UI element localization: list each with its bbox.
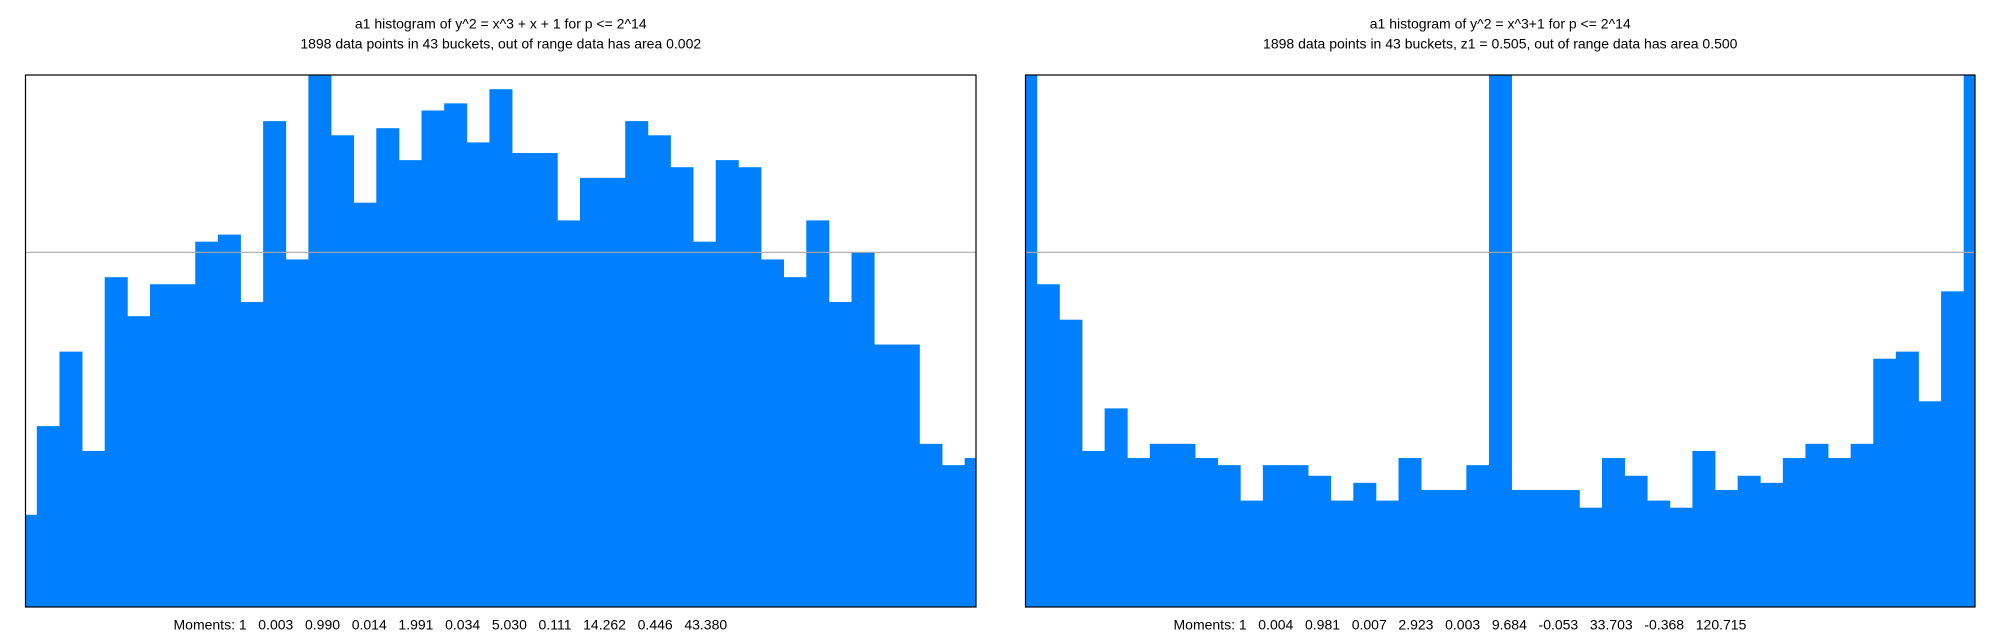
- bar: [1715, 489, 1739, 607]
- bar: [761, 259, 785, 607]
- bar: [127, 316, 151, 607]
- bar: [1025, 75, 1038, 607]
- bar: [534, 153, 558, 607]
- bar: [1828, 458, 1852, 607]
- bar: [1127, 458, 1151, 607]
- bar: [1421, 489, 1445, 607]
- bar: [421, 110, 445, 607]
- bar: [625, 121, 649, 608]
- bar: [195, 241, 219, 607]
- bar: [1737, 475, 1761, 607]
- bar: [1375, 500, 1399, 607]
- bar: [1285, 465, 1309, 607]
- bar: [263, 121, 287, 608]
- bar: [172, 284, 196, 607]
- chart-title: a1 histogram of y^2 = x^3 + x + 1 for p …: [355, 16, 647, 32]
- bar: [579, 177, 603, 607]
- bar: [964, 458, 977, 607]
- bar: [1647, 500, 1671, 607]
- bar: [398, 160, 422, 607]
- bar: [1217, 465, 1241, 607]
- moments: Moments: 1 0.004 0.981 0.007 2.923 0.003…: [1174, 617, 1747, 633]
- bar: [1466, 465, 1490, 607]
- bar: [896, 344, 920, 607]
- bar: [1511, 489, 1535, 607]
- bar: [1782, 458, 1806, 607]
- bar: [1556, 489, 1580, 607]
- bar: [1963, 75, 1976, 607]
- bar: [1308, 475, 1332, 607]
- bar: [1443, 489, 1467, 607]
- bar: [149, 284, 174, 607]
- bar: [285, 259, 309, 607]
- bar: [1398, 458, 1422, 607]
- bar: [36, 426, 60, 607]
- bar: [693, 241, 717, 607]
- plot-frame: [24, 74, 977, 608]
- bar: [874, 344, 898, 607]
- bar: [444, 103, 468, 607]
- bar: [104, 277, 128, 607]
- bar: [783, 277, 807, 607]
- chart-title: a1 histogram of y^2 = x^3+1 for p <= 2^1…: [1370, 16, 1631, 32]
- plot-frame: [1024, 74, 1976, 608]
- chart-subtitle: 1898 data points in 43 buckets, z1 = 0.5…: [1263, 36, 1738, 52]
- bar: [1104, 408, 1128, 607]
- bar: [376, 128, 400, 607]
- moments: Moments: 1 0.003 0.990 0.014 1.991 0.034…: [174, 617, 728, 633]
- bar: [670, 167, 694, 608]
- bar: [466, 142, 490, 608]
- bar: [82, 450, 106, 607]
- bar: [25, 514, 38, 607]
- bar: [489, 89, 513, 608]
- bar: [715, 160, 739, 607]
- bar: [331, 135, 355, 607]
- bar: [1760, 482, 1784, 607]
- bar: [1895, 351, 1919, 607]
- bar: [353, 202, 377, 607]
- bar: [919, 443, 943, 607]
- bar: [647, 135, 671, 607]
- bar: [1601, 458, 1625, 607]
- bar: [1873, 358, 1897, 607]
- bar: [1918, 401, 1942, 607]
- bar: [1579, 507, 1603, 607]
- bar: [1240, 500, 1264, 607]
- bar: [1195, 458, 1219, 607]
- bar: [1534, 489, 1558, 607]
- bar: [217, 234, 241, 607]
- bar: [1330, 500, 1354, 607]
- bar: [512, 153, 536, 607]
- bar: [806, 220, 830, 607]
- chart-subtitle: 1898 data points in 43 buckets, out of r…: [300, 36, 701, 52]
- bar: [1353, 482, 1377, 607]
- bar: [1149, 443, 1173, 607]
- bar: [1172, 443, 1196, 607]
- bar: [59, 351, 83, 607]
- bar: [1692, 450, 1716, 607]
- bar: [942, 465, 966, 607]
- bar: [1082, 450, 1106, 607]
- bar: [557, 220, 581, 607]
- bar: [602, 177, 626, 607]
- bar: [1262, 465, 1286, 607]
- bar: [1059, 319, 1083, 607]
- bar: [1669, 507, 1693, 607]
- bar: [738, 167, 762, 608]
- bar: [1805, 443, 1829, 607]
- bar: [308, 75, 332, 607]
- bar: [1036, 284, 1060, 607]
- bar: [1850, 443, 1874, 607]
- bar: [828, 301, 852, 607]
- bar: [1941, 291, 1965, 607]
- bar: [851, 252, 875, 608]
- bar: [1624, 475, 1648, 607]
- bar: [1488, 75, 1512, 607]
- bar: [240, 301, 264, 607]
